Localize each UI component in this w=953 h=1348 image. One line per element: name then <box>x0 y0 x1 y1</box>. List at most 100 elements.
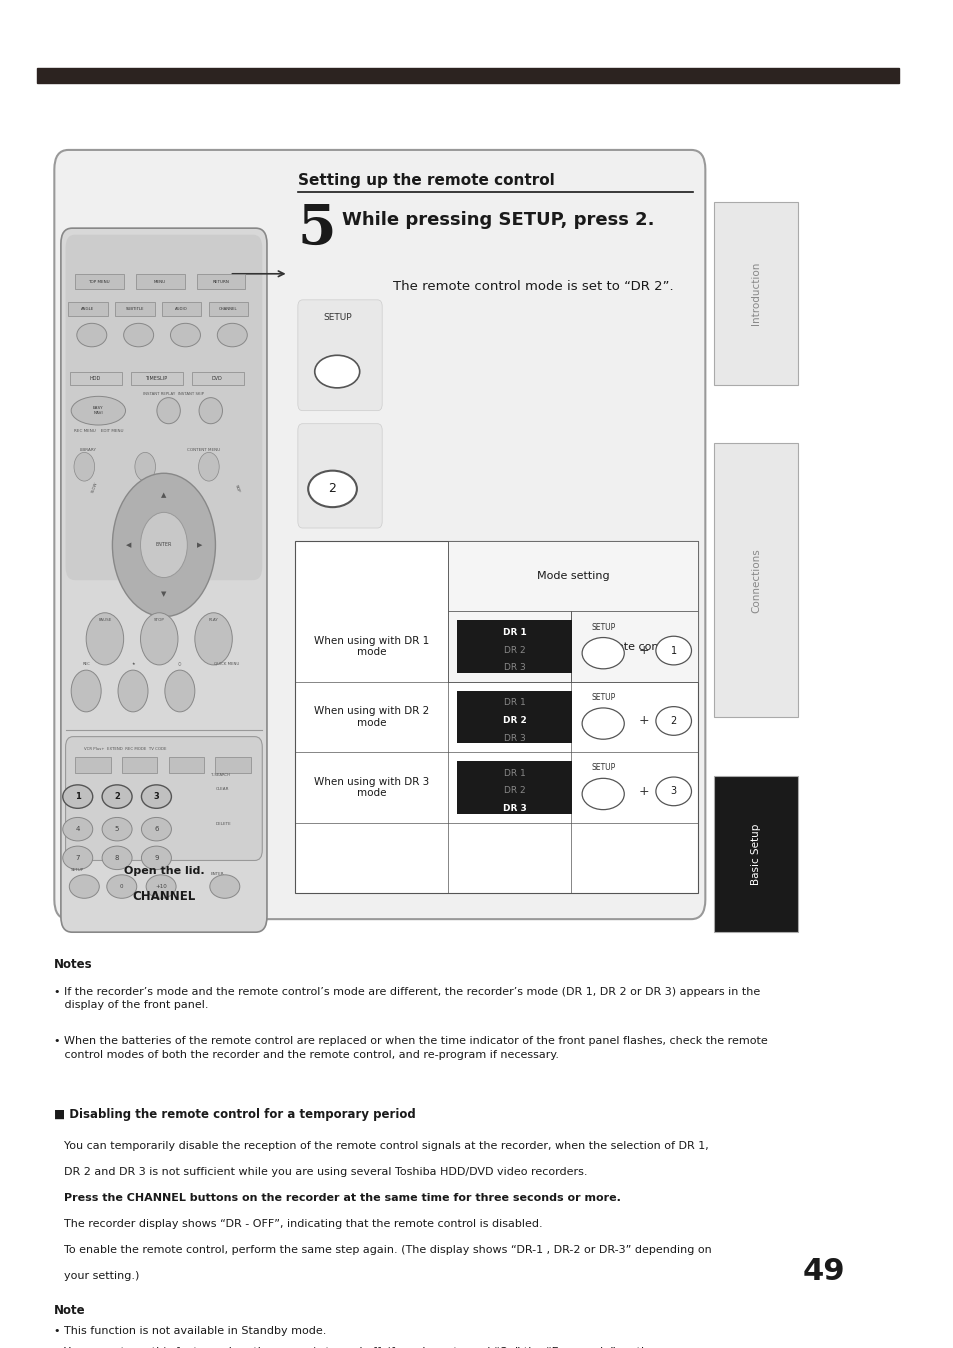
Text: CHANNEL: CHANNEL <box>132 890 195 903</box>
Text: DR 1: DR 1 <box>503 698 525 708</box>
Bar <box>294 541 698 894</box>
Text: DR 1: DR 1 <box>502 628 526 638</box>
Text: 49: 49 <box>802 1256 844 1286</box>
Text: CLEAR: CLEAR <box>215 787 229 791</box>
Ellipse shape <box>102 817 132 841</box>
Text: Introduction: Introduction <box>750 262 760 325</box>
Text: The remote control mode is set to “DR 2”.: The remote control mode is set to “DR 2”… <box>393 280 674 294</box>
Text: SETUP: SETUP <box>71 868 84 872</box>
Text: ENTER: ENTER <box>155 542 172 547</box>
Text: EASY
NAVI: EASY NAVI <box>93 406 104 415</box>
Text: T-SEARCH: T-SEARCH <box>211 772 230 776</box>
Ellipse shape <box>77 324 107 346</box>
Bar <box>192 372 243 384</box>
Bar <box>457 620 572 673</box>
Circle shape <box>140 613 178 665</box>
Bar <box>122 758 157 774</box>
Text: When using with DR 2
mode: When using with DR 2 mode <box>314 706 429 728</box>
Text: When using with DR 1
mode: When using with DR 1 mode <box>314 636 429 658</box>
Text: Remote control: Remote control <box>591 642 677 651</box>
Bar <box>215 758 251 774</box>
FancyBboxPatch shape <box>66 736 262 860</box>
Ellipse shape <box>581 708 623 739</box>
Ellipse shape <box>581 778 623 810</box>
Text: Note: Note <box>54 1304 86 1317</box>
Text: 3: 3 <box>153 793 159 801</box>
Text: Notes: Notes <box>54 958 92 972</box>
Text: Open the lid.: Open the lid. <box>124 865 204 875</box>
Ellipse shape <box>107 875 136 898</box>
Text: CHANNEL: CHANNEL <box>219 307 237 311</box>
Text: ▼: ▼ <box>161 592 167 597</box>
Text: +10: +10 <box>155 884 167 890</box>
Text: HDD: HDD <box>90 376 101 380</box>
Ellipse shape <box>581 638 623 669</box>
Ellipse shape <box>102 785 132 809</box>
Text: Setting up the remote control: Setting up the remote control <box>297 174 554 189</box>
Text: 2: 2 <box>328 483 336 496</box>
Bar <box>713 443 798 717</box>
Text: 4: 4 <box>75 826 80 832</box>
Text: SKIP: SKIP <box>233 484 240 493</box>
Circle shape <box>140 512 187 577</box>
Text: PLAY: PLAY <box>209 617 218 621</box>
Text: ■ Disabling the remote control for a temporary period: ■ Disabling the remote control for a tem… <box>54 1108 416 1122</box>
Circle shape <box>134 453 155 481</box>
Bar <box>75 758 111 774</box>
Text: 2: 2 <box>114 793 120 801</box>
Ellipse shape <box>141 847 172 869</box>
Ellipse shape <box>308 470 356 507</box>
Ellipse shape <box>656 706 691 735</box>
Bar <box>115 302 154 315</box>
Text: Mode setting: Mode setting <box>537 572 609 581</box>
Bar <box>71 372 122 384</box>
Ellipse shape <box>656 636 691 665</box>
Circle shape <box>71 670 101 712</box>
Ellipse shape <box>70 875 99 898</box>
Text: You can temporarily disable the reception of the remote control signals at the r: You can temporarily disable the receptio… <box>64 1140 708 1151</box>
Text: VCR Plus+  EXTEND  REC MODE  TV CODE: VCR Plus+ EXTEND REC MODE TV CODE <box>84 747 167 751</box>
Text: STOP: STOP <box>153 617 165 621</box>
Bar <box>169 758 204 774</box>
FancyBboxPatch shape <box>66 235 262 580</box>
Text: Connections: Connections <box>750 547 760 612</box>
Circle shape <box>198 453 219 481</box>
Bar <box>713 775 798 933</box>
Text: DR 2: DR 2 <box>502 716 526 725</box>
Text: DR 2 and DR 3 is not sufficient while you are using several Toshiba HDD/DVD vide: DR 2 and DR 3 is not sufficient while yo… <box>64 1167 587 1177</box>
Ellipse shape <box>141 785 172 809</box>
Ellipse shape <box>210 875 239 898</box>
Ellipse shape <box>656 776 691 806</box>
Text: DR 3: DR 3 <box>503 733 525 743</box>
Text: TOP MENU: TOP MENU <box>89 279 110 283</box>
Ellipse shape <box>146 875 176 898</box>
Text: CONTENT MENU: CONTENT MENU <box>187 448 220 452</box>
Text: LIBRARY: LIBRARY <box>79 448 96 452</box>
Ellipse shape <box>71 396 126 425</box>
Circle shape <box>118 670 148 712</box>
FancyBboxPatch shape <box>297 423 382 528</box>
Text: Press the CHANNEL buttons on the recorder at the same time for three seconds or : Press the CHANNEL buttons on the recorde… <box>64 1193 619 1202</box>
Text: DR 3: DR 3 <box>503 663 525 673</box>
Ellipse shape <box>102 847 132 869</box>
Bar <box>713 202 798 384</box>
Bar <box>37 67 899 84</box>
Text: 2: 2 <box>670 716 676 727</box>
Ellipse shape <box>171 324 200 346</box>
Ellipse shape <box>63 847 92 869</box>
Text: SETUP: SETUP <box>591 693 615 702</box>
Text: SLOW: SLOW <box>91 481 98 493</box>
Text: PAUSE: PAUSE <box>98 617 112 621</box>
Text: DR 2: DR 2 <box>503 646 525 655</box>
Bar <box>457 762 572 814</box>
Text: The recorder display shows “DR - OFF”, indicating that the remote control is dis: The recorder display shows “DR - OFF”, i… <box>64 1219 541 1229</box>
Circle shape <box>165 670 194 712</box>
Text: • When the batteries of the remote control are replaced or when the time indicat: • When the batteries of the remote contr… <box>54 1037 767 1060</box>
Text: MENU: MENU <box>154 279 166 283</box>
Text: SUBTITLE: SUBTITLE <box>126 307 144 311</box>
Text: DVD: DVD <box>212 376 222 380</box>
Text: TIMESLIP: TIMESLIP <box>145 376 168 380</box>
Ellipse shape <box>217 324 247 346</box>
Text: 3: 3 <box>670 786 676 797</box>
Text: ◀: ◀ <box>126 542 131 549</box>
